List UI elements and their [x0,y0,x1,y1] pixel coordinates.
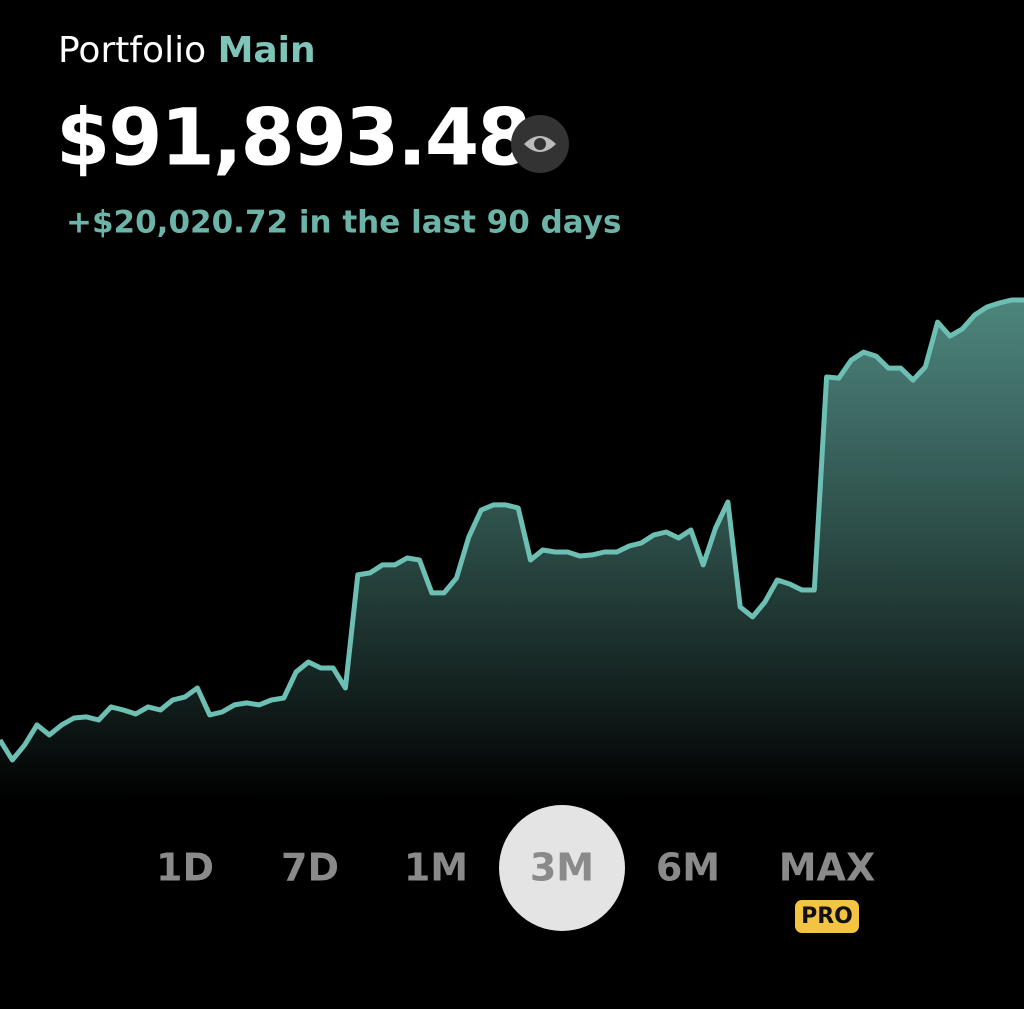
tab-label[interactable]: 1D [156,846,214,890]
portfolio-label: Portfolio Main [58,30,316,71]
balance: $91,893.48 [56,93,529,183]
portfolio-title: Portfolio [58,30,206,71]
tab-label[interactable]: MAX [779,846,876,890]
selected-tab-bg[interactable] [499,805,625,931]
tab-label[interactable]: 1M [404,846,468,890]
range-tab[interactable]: 6M [656,846,720,890]
pro-badge-text: PRO [801,904,853,929]
range-tab[interactable]: 3M [499,805,625,931]
pro-badge [795,900,859,933]
range-tab[interactable]: 1D [156,846,214,890]
change-text: +$20,020.72 in the last 90 days [66,205,621,241]
eye-pupil [534,138,546,150]
range-tab[interactable]: MAX [779,846,876,890]
tab-label[interactable]: 7D [281,846,339,890]
area-fill [0,300,1024,800]
range-tab[interactable]: 1M [404,846,468,890]
price-line [0,297,1024,763]
range-tab[interactable]: 7D [281,846,339,890]
visibility-toggle[interactable] [511,115,569,173]
account-name[interactable]: Main [218,30,316,71]
chart [0,297,1024,800]
range-tabs: 1D 7D 1M 3M 6M MAX PRO [156,805,875,933]
tab-label[interactable]: 6M [656,846,720,890]
tab-label[interactable]: 3M [530,846,594,890]
